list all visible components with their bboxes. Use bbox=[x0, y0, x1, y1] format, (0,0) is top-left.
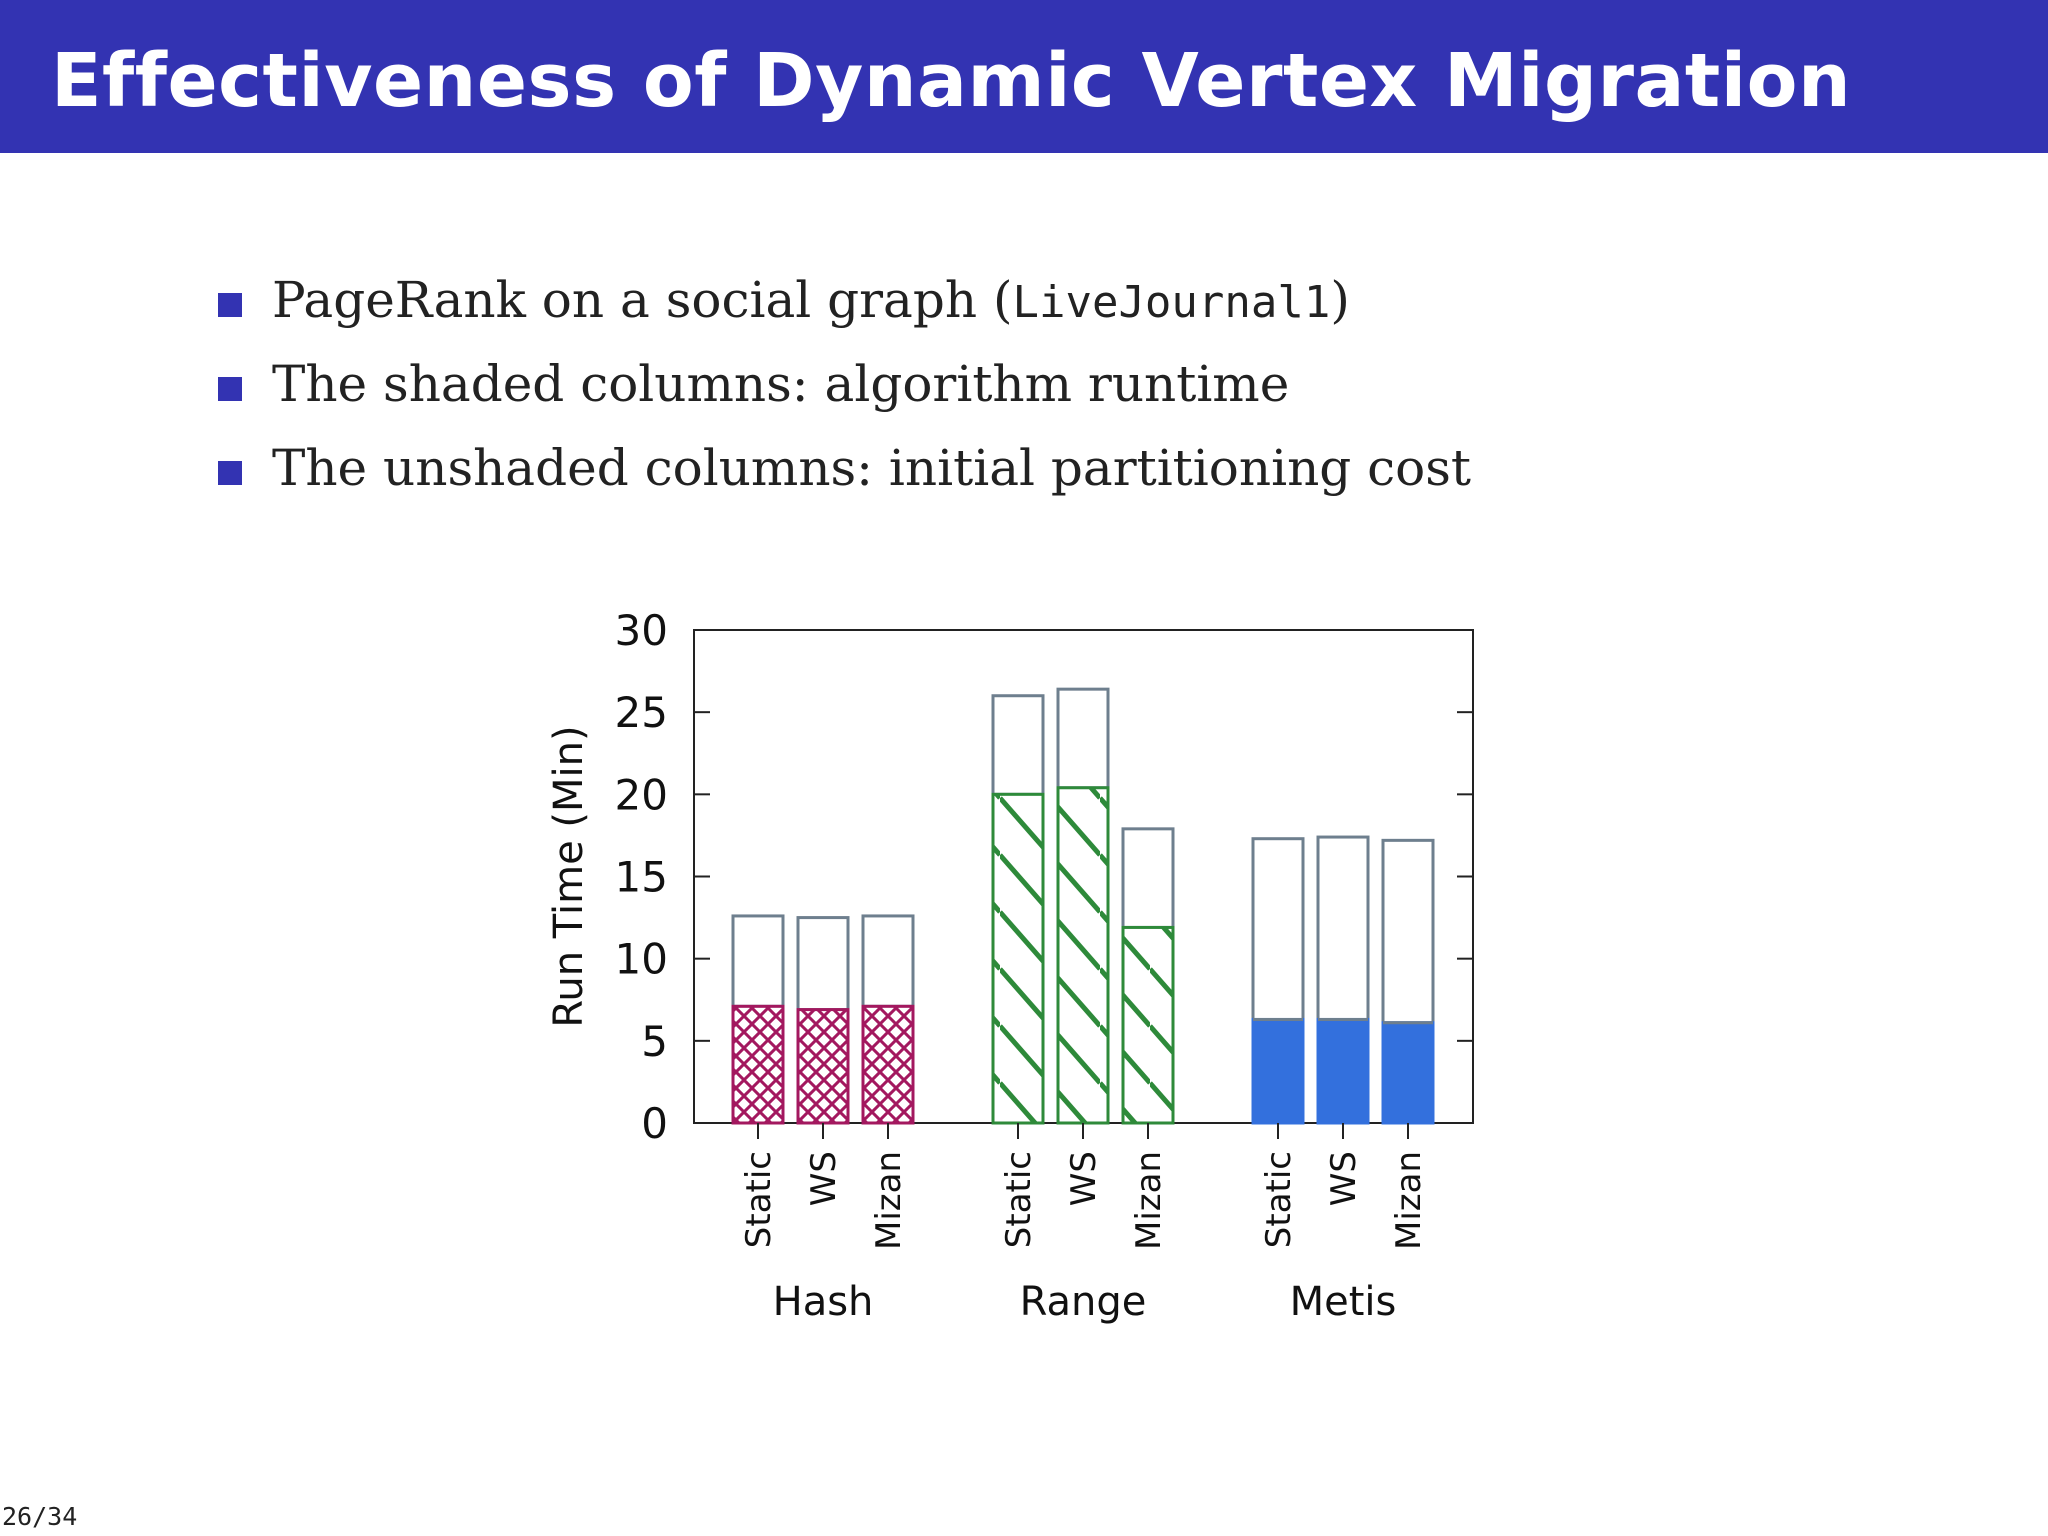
bar-runtime-hash-static bbox=[731, 1004, 785, 1125]
bar-runtime-range-mizan bbox=[1121, 925, 1175, 1125]
bar-label: Static bbox=[1259, 1151, 1299, 1248]
bar-label: WS bbox=[1324, 1151, 1364, 1206]
y-tick-label: 15 bbox=[615, 853, 668, 902]
bullet-square-icon bbox=[218, 377, 242, 401]
bar-partitioning-metis-static bbox=[1251, 837, 1305, 1021]
bullet-item: The unshaded columns: initial partitioni… bbox=[218, 434, 1471, 518]
bar-runtime-hash-mizan bbox=[861, 1004, 915, 1125]
group-label: Metis bbox=[1290, 1279, 1397, 1325]
y-tick-label: 0 bbox=[641, 1099, 668, 1148]
group-label: Range bbox=[1020, 1279, 1147, 1325]
bar-runtime-hash-ws bbox=[796, 1008, 850, 1125]
bar-label: Static bbox=[999, 1151, 1039, 1248]
bar-runtime-range-ws bbox=[1056, 786, 1110, 1125]
bar-partitioning-metis-mizan bbox=[1381, 838, 1435, 1025]
bar-runtime-range-static bbox=[991, 792, 1045, 1125]
bar-partitioning-hash-ws bbox=[796, 916, 850, 1012]
group-label: Hash bbox=[773, 1279, 874, 1325]
bar-label: Mizan bbox=[869, 1151, 909, 1250]
bar-runtime-metis-static bbox=[1251, 1017, 1305, 1125]
bullet-square-icon bbox=[218, 293, 242, 317]
bar-partitioning-range-ws bbox=[1056, 687, 1110, 790]
bullet-item: The shaded columns: algorithm runtime bbox=[218, 350, 1471, 434]
y-tick-label: 30 bbox=[615, 606, 668, 655]
page-number: 26/34 bbox=[2, 1502, 78, 1531]
bar-runtime-metis-mizan bbox=[1381, 1021, 1435, 1125]
bar-label: Mizan bbox=[1129, 1151, 1169, 1250]
bullet-text: PageRank on a social graph ( bbox=[272, 271, 1013, 329]
bullet-code: LiveJournal1 bbox=[1012, 277, 1331, 328]
y-axis-label: Run Time (Min) bbox=[546, 725, 592, 1027]
y-tick-label: 5 bbox=[641, 1017, 668, 1066]
y-tick-label: 20 bbox=[615, 770, 668, 819]
bar-partitioning-range-static bbox=[991, 694, 1045, 796]
bullet-text: The unshaded columns: initial partitioni… bbox=[272, 439, 1472, 497]
bullet-square-icon bbox=[218, 461, 242, 485]
slide-title: Effectiveness of Dynamic Vertex Migratio… bbox=[51, 38, 1852, 124]
bar-label: Static bbox=[739, 1151, 779, 1248]
bullet-list: PageRank on a social graph (LiveJournal1… bbox=[218, 266, 1471, 518]
bar-partitioning-metis-ws bbox=[1316, 835, 1370, 1021]
title-bar: Effectiveness of Dynamic Vertex Migratio… bbox=[0, 0, 2048, 153]
bar-runtime-metis-ws bbox=[1316, 1017, 1370, 1125]
bullet-item: PageRank on a social graph (LiveJournal1… bbox=[218, 266, 1471, 350]
bar-label: WS bbox=[804, 1151, 844, 1206]
bar-partitioning-hash-mizan bbox=[861, 914, 915, 1008]
y-tick-label: 10 bbox=[615, 935, 668, 984]
bar-partitioning-range-mizan bbox=[1121, 827, 1175, 929]
bar-label: WS bbox=[1064, 1151, 1104, 1206]
y-tick-label: 25 bbox=[615, 688, 668, 737]
bar-partitioning-hash-static bbox=[731, 914, 785, 1008]
bullet-text-end: ) bbox=[1330, 271, 1350, 329]
bullet-text: The shaded columns: algorithm runtime bbox=[272, 355, 1290, 413]
bar-label: Mizan bbox=[1389, 1151, 1429, 1250]
